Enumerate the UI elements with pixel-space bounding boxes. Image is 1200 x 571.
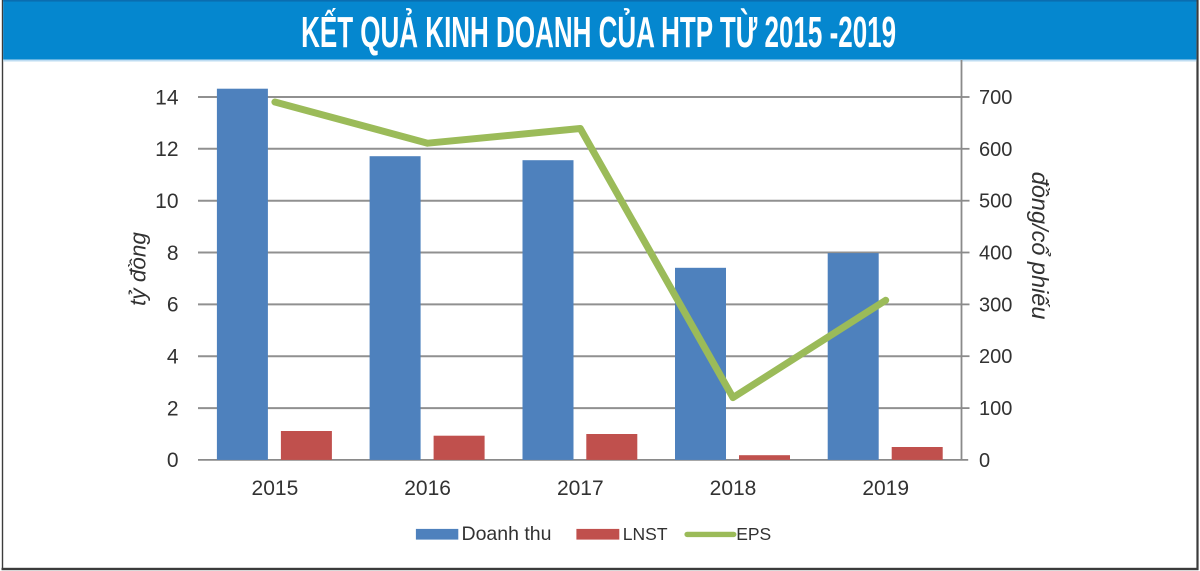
svg-text:tỷ đồng: tỷ đồng (126, 232, 151, 306)
svg-text:2017: 2017 (557, 477, 604, 500)
svg-text:14: 14 (155, 86, 179, 109)
svg-text:10: 10 (155, 190, 178, 213)
svg-text:0: 0 (979, 450, 990, 472)
svg-text:500: 500 (979, 191, 1012, 213)
svg-text:6: 6 (167, 294, 179, 317)
svg-text:300: 300 (979, 294, 1012, 316)
svg-text:0: 0 (167, 449, 179, 472)
svg-text:2: 2 (167, 397, 179, 420)
svg-text:8: 8 (167, 242, 179, 265)
svg-text:400: 400 (979, 243, 1012, 265)
svg-text:KẾT QUẢ KINH DOANH CỦA HTP TỪ: KẾT QUẢ KINH DOANH CỦA HTP TỪ 2015 -2019 (301, 6, 896, 57)
svg-text:700: 700 (979, 87, 1012, 109)
svg-text:2016: 2016 (404, 477, 451, 500)
svg-text:2019: 2019 (862, 477, 909, 500)
svg-text:2018: 2018 (710, 477, 757, 500)
svg-text:4: 4 (167, 346, 179, 369)
svg-text:đồng/cổ phiếu: đồng/cổ phiếu (1027, 172, 1053, 320)
svg-text:100: 100 (979, 398, 1012, 420)
svg-text:Doanh thu: Doanh thu (462, 523, 552, 545)
svg-text:2015: 2015 (252, 477, 299, 500)
svg-text:12: 12 (155, 138, 178, 161)
svg-text:EPS: EPS (736, 524, 771, 544)
svg-text:200: 200 (979, 346, 1012, 368)
svg-text:LNST: LNST (623, 524, 668, 544)
svg-text:600: 600 (979, 139, 1012, 161)
